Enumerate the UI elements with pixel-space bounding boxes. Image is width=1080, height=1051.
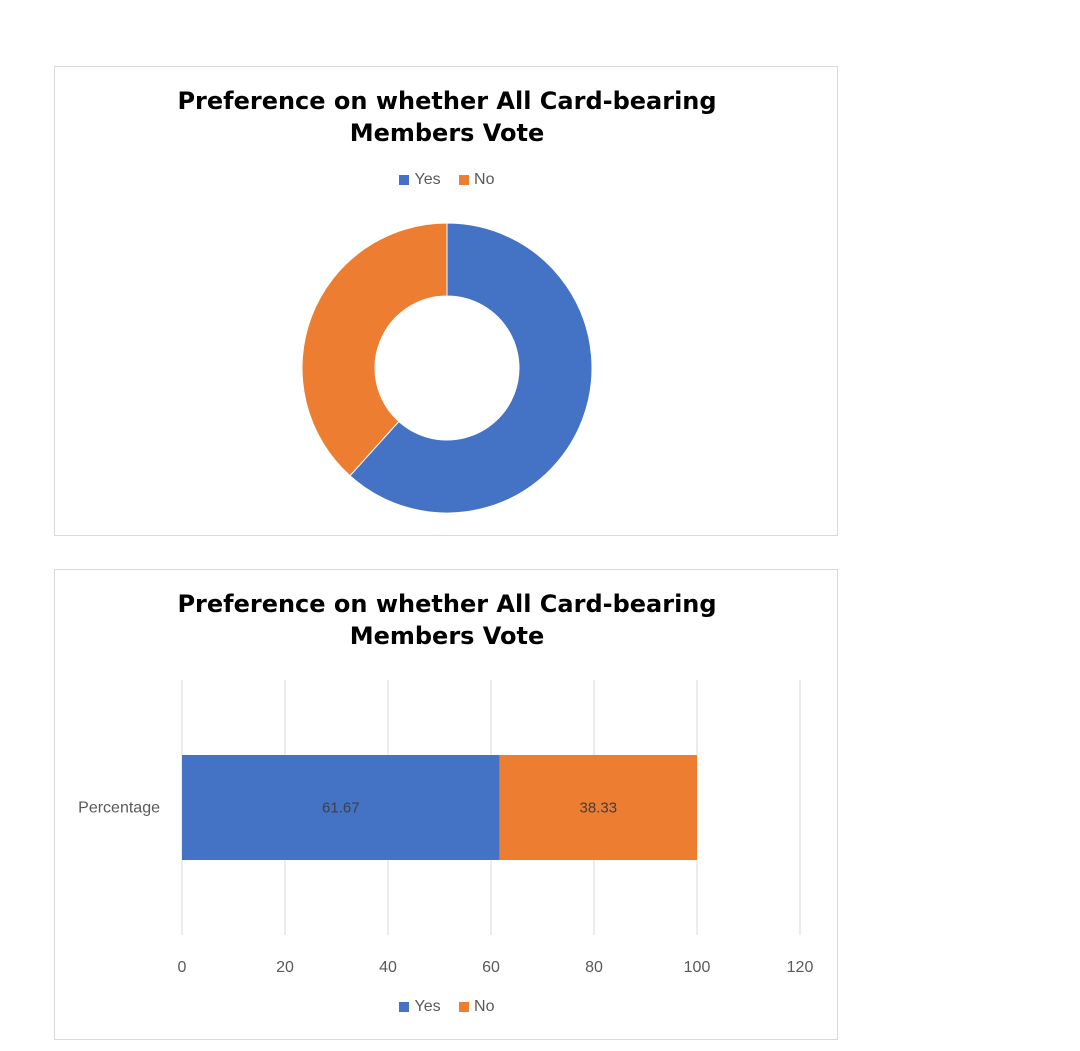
x-tick-label: 20	[276, 959, 294, 976]
x-tick-label: 80	[585, 959, 603, 976]
donut-legend-yes-label: Yes	[414, 171, 441, 188]
bar-chart-panel: Preference on whether All Card-bearing M…	[54, 569, 838, 1040]
donut-legend: Yes No	[55, 171, 839, 190]
donut-slice-yes	[349, 222, 593, 514]
bar-title-line-2: Members Vote	[349, 622, 545, 650]
bar-legend-no-label: No	[474, 998, 495, 1015]
bar-plot: 0 20 40 60 80 100 120 61.67 38.33 Percentage	[78, 680, 814, 976]
bar-legend-yes-label: Yes	[414, 998, 441, 1015]
x-tick-label: 120	[787, 959, 814, 976]
legend-swatch-no	[459, 1002, 470, 1012]
data-label-yes: 61.67	[322, 800, 360, 817]
data-label-no: 38.33	[580, 800, 618, 817]
donut-chart-panel: Preference on whether All Card-bearing M…	[54, 66, 838, 536]
x-tick-label: 40	[379, 959, 397, 976]
donut-title-line-2: Members Vote	[349, 119, 545, 147]
legend-swatch-yes	[399, 1002, 410, 1012]
x-tick-label: 100	[684, 959, 711, 976]
bar-chart-title: Preference on whether All Card-bearing M…	[55, 588, 839, 652]
donut-legend-no-label: No	[474, 171, 495, 188]
x-tick-label: 60	[482, 959, 500, 976]
donut-slice-no	[301, 222, 448, 477]
bar-title-line-1: Preference on whether All Card-bearing	[177, 590, 717, 618]
bar-legend-yes: Yes	[399, 998, 441, 1016]
donut-chart-title: Preference on whether All Card-bearing M…	[55, 85, 839, 149]
bar-legend-no: No	[459, 998, 495, 1016]
bar-segment-no	[499, 755, 697, 860]
legend-swatch-yes	[399, 175, 410, 185]
bar-legend: Yes No	[55, 998, 839, 1017]
bar-segment-yes	[182, 755, 500, 860]
donut-legend-yes: Yes	[399, 171, 441, 189]
legend-swatch-no	[459, 175, 470, 185]
donut-legend-no: No	[459, 171, 495, 189]
y-category-label: Percentage	[78, 800, 160, 817]
donut-plot	[301, 222, 593, 514]
donut-title-line-1: Preference on whether All Card-bearing	[177, 87, 717, 115]
x-tick-label: 0	[178, 959, 187, 976]
